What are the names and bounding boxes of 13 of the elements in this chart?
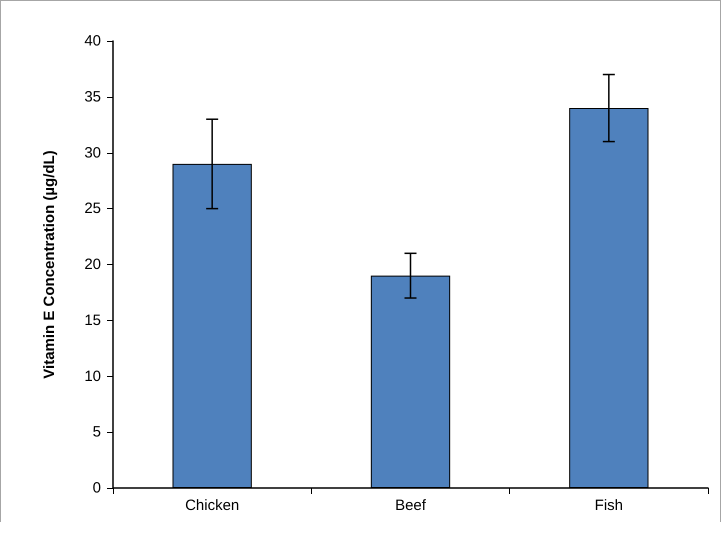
- x-tick-label: Chicken: [185, 497, 240, 514]
- y-axis-title: Vitamin E Concentration (µg/dL): [41, 150, 58, 379]
- y-tick-label: 10: [84, 368, 101, 385]
- y-tick-label: 15: [84, 312, 101, 329]
- y-tick-label: 25: [84, 200, 101, 218]
- x-tick-label: Fish: [594, 497, 624, 514]
- x-tick-label: Beef: [395, 497, 427, 514]
- y-tick-label: 20: [84, 256, 101, 273]
- y-tick-label: 35: [84, 88, 101, 106]
- y-tick-label: 5: [92, 424, 101, 441]
- y-tick-label: 40: [84, 32, 101, 50]
- y-tick-label: 30: [84, 144, 101, 162]
- y-tick-label: 0: [92, 480, 101, 496]
